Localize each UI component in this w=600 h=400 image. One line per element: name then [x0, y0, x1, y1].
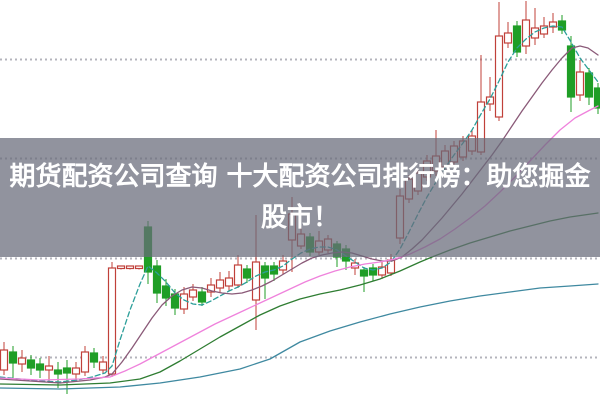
headline-line-2: 股市！ — [260, 202, 339, 233]
headline-banner: 期货配资公司查询 十大配资公司排行榜：助您掘金 股市！ — [0, 138, 600, 257]
headline-line-1: 期货配资公司查询 十大配资公司排行榜：助您掘金 — [9, 161, 591, 192]
